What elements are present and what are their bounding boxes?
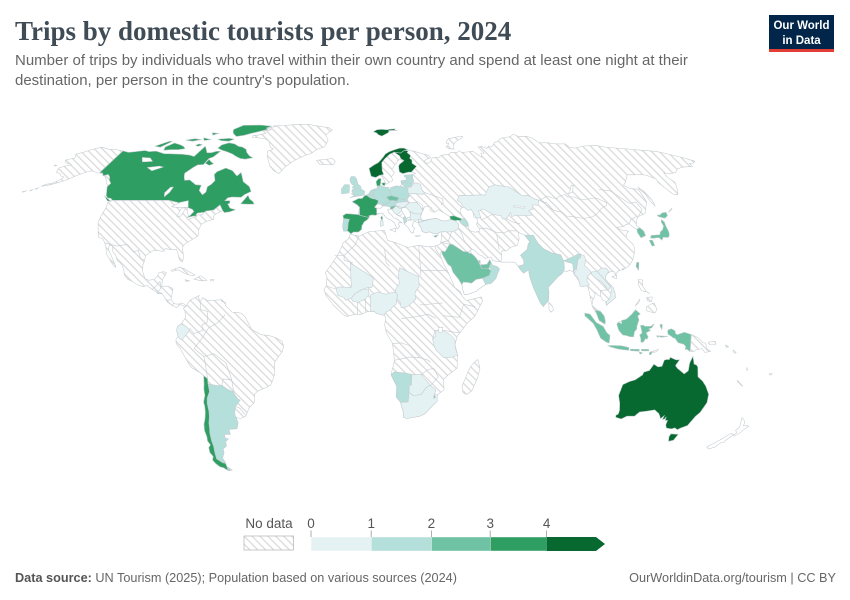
svg-text:3: 3 bbox=[486, 516, 494, 531]
svg-text:2: 2 bbox=[428, 516, 436, 531]
svg-text:1: 1 bbox=[367, 516, 375, 531]
svg-text:0: 0 bbox=[307, 516, 315, 531]
svg-text:4: 4 bbox=[543, 516, 551, 531]
svg-text:No data: No data bbox=[245, 516, 293, 531]
